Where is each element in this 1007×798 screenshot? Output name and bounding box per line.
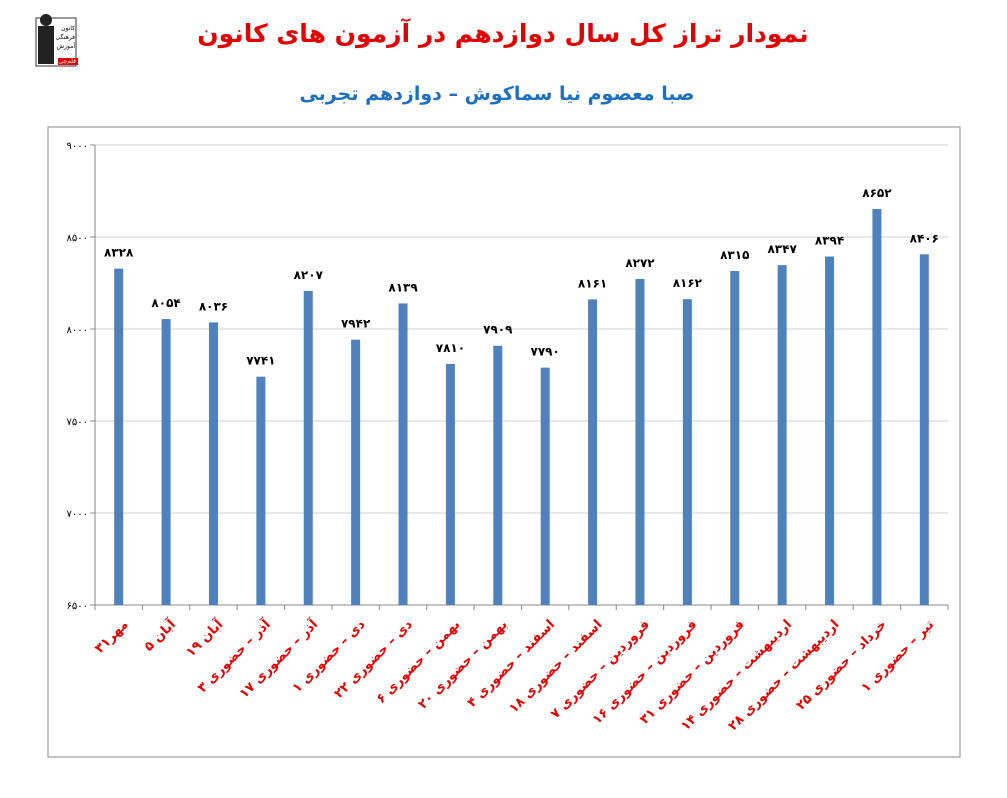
y-tick-label: ۷۰۰۰: [67, 509, 88, 520]
value-label: ۸۲۰۷: [294, 268, 324, 282]
bar: [682, 299, 692, 605]
value-label: ۸۳۲۸: [104, 246, 134, 260]
chart-title: نمودار تراز کل سال دوازدهم در آزمون های …: [197, 18, 808, 49]
x-tick-label: ۱۸ اسفند – حضوری: [506, 617, 605, 716]
bar: [493, 345, 503, 605]
x-tick-label: ۴ اسفند – حضوری: [465, 617, 558, 710]
bar: [635, 278, 645, 605]
bar: [114, 268, 124, 605]
value-label: ۸۳۴۷: [767, 242, 797, 256]
bar: [872, 209, 882, 606]
x-tick-label: ۱۹ آبان: [182, 615, 227, 660]
logo-text: فرهنگی: [56, 33, 76, 41]
chart-frame: [47, 126, 961, 758]
bar: [445, 363, 455, 605]
value-label: ۸۶۵۲: [862, 186, 892, 200]
bar: [919, 254, 929, 605]
y-tick-label: ۹۰۰۰: [67, 141, 88, 152]
value-label: ۸۱۳۹: [388, 280, 418, 294]
bar: [208, 322, 218, 605]
value-label: ۸۱۶۲: [673, 276, 703, 290]
logo-text: قلم‌چی: [58, 58, 76, 65]
bar: [588, 299, 598, 605]
value-label: ۷۸۱۰: [436, 341, 465, 355]
bar: [730, 271, 740, 605]
chart-subtitle: صبا معصوم نیا سماکوش – دوازدهم تجربی: [299, 83, 694, 105]
value-label: ۷۹۰۹: [483, 323, 513, 337]
logo-head: [40, 14, 52, 26]
x-tick-label: ۱۷ آذر – حضوری: [235, 615, 321, 701]
x-tick-label: ۲۵ خرداد – حضوری: [794, 617, 890, 713]
logo-body: [38, 26, 54, 64]
bar: [398, 303, 408, 605]
logo: کانون فرهنگی آموزش قلم‌چی: [35, 14, 78, 67]
value-label: ۷۹۴۲: [341, 317, 371, 331]
value-label: ۸۳۹۴: [815, 234, 844, 248]
x-tick-label: ۵ آبان: [140, 615, 179, 654]
y-tick-label: ۶۵۰۰: [67, 601, 88, 612]
value-label: ۷۷۹۰: [531, 345, 560, 359]
bar: [825, 256, 835, 605]
value-label: ۸۰۵۴: [151, 296, 180, 310]
value-label: ۸۳۱۵: [720, 248, 749, 262]
y-tick-label: ۸۵۰۰: [67, 233, 88, 244]
logo-text: کانون: [61, 25, 75, 32]
value-label: ۸۱۶۱: [578, 276, 607, 290]
logo-text: آموزش: [57, 41, 76, 50]
value-label: ۷۷۴۱: [246, 354, 275, 368]
y-tick-label: ۷۵۰۰: [67, 417, 88, 428]
value-label: ۸۴۰۶: [910, 231, 939, 245]
bar: [161, 319, 171, 605]
y-tick-label: ۸۰۰۰: [67, 325, 88, 336]
bar: [777, 265, 787, 605]
value-label: ۸۲۷۲: [625, 256, 655, 270]
bar: [303, 290, 313, 605]
bar: [256, 376, 266, 605]
value-label: ۸۰۳۶: [199, 299, 228, 313]
x-tick-label: ۳۱مهر: [92, 617, 131, 656]
bar: [540, 367, 550, 605]
x-tick-label: ۲۰ بهمن – حضوری: [415, 617, 510, 712]
bar: [351, 339, 361, 605]
logo-badge: [58, 58, 78, 65]
x-tick-label: ۶ بهمن – حضوری: [374, 617, 464, 707]
